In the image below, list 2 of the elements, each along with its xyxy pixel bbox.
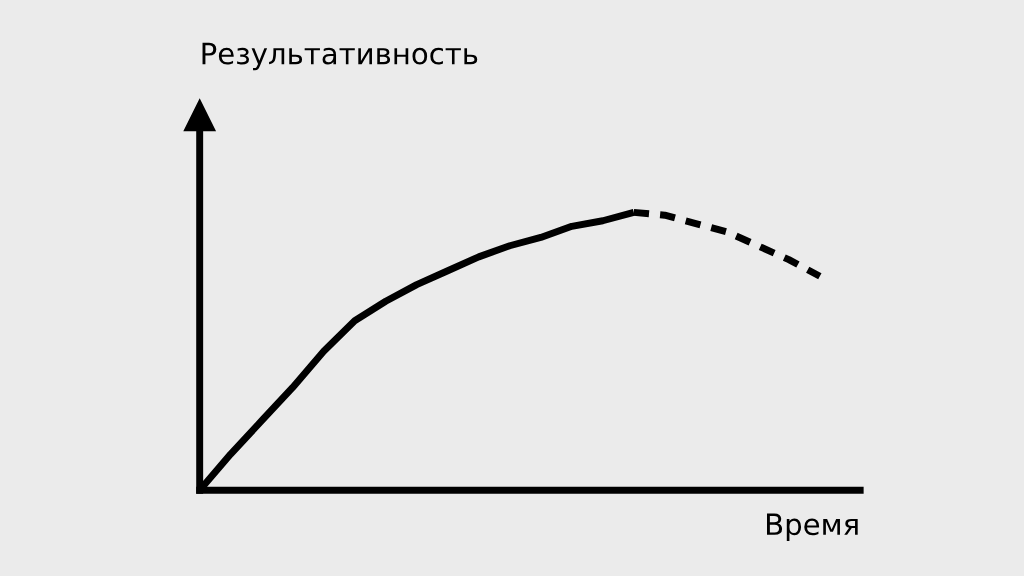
y-axis-title: Результативность	[202, 42, 478, 71]
x-axis-title: Время	[767, 513, 858, 541]
